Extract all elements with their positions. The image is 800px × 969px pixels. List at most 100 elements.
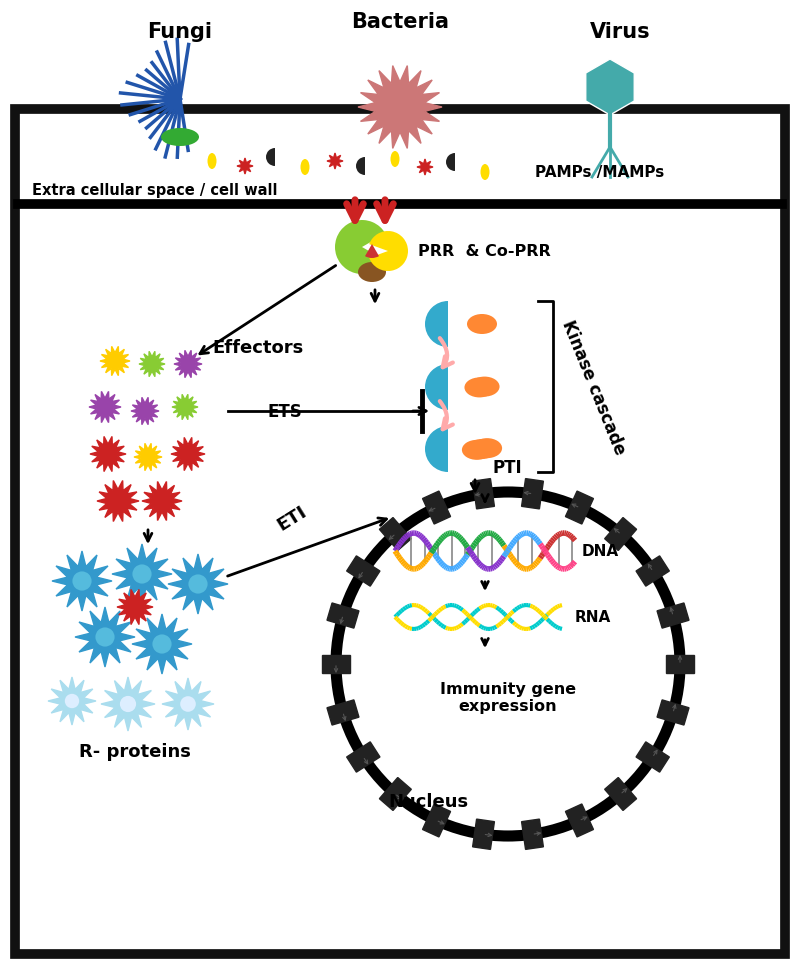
Polygon shape (566, 804, 594, 837)
Polygon shape (162, 678, 214, 731)
Ellipse shape (465, 378, 494, 398)
Circle shape (73, 572, 92, 591)
Polygon shape (346, 742, 380, 772)
Ellipse shape (207, 154, 217, 170)
Ellipse shape (467, 315, 497, 334)
Wedge shape (425, 364, 448, 411)
Polygon shape (171, 438, 205, 471)
Circle shape (180, 697, 196, 712)
Circle shape (98, 400, 112, 415)
Wedge shape (425, 426, 448, 473)
Circle shape (120, 696, 136, 712)
Wedge shape (266, 149, 275, 167)
Wedge shape (425, 301, 448, 348)
Polygon shape (134, 444, 162, 471)
Polygon shape (379, 518, 411, 551)
Polygon shape (358, 67, 442, 149)
Text: Immunity gene
expression: Immunity gene expression (440, 681, 576, 713)
Polygon shape (379, 778, 411, 811)
Circle shape (174, 691, 202, 718)
Polygon shape (142, 482, 182, 521)
Text: Nucleus: Nucleus (388, 793, 468, 810)
Text: Virus: Virus (590, 22, 650, 42)
Circle shape (108, 355, 122, 368)
Ellipse shape (301, 160, 310, 175)
Circle shape (138, 405, 151, 418)
Polygon shape (48, 677, 96, 725)
Polygon shape (131, 398, 159, 425)
Text: ETS: ETS (268, 402, 302, 421)
Polygon shape (636, 742, 670, 772)
Text: DNA: DNA (582, 544, 619, 559)
Text: PRR  & Co-PRR: PRR & Co-PRR (418, 244, 550, 260)
Polygon shape (90, 437, 126, 472)
Polygon shape (422, 491, 450, 524)
Circle shape (182, 569, 214, 600)
Text: RNA: RNA (575, 610, 611, 625)
Circle shape (142, 452, 154, 464)
Polygon shape (566, 491, 594, 524)
Ellipse shape (467, 440, 497, 459)
Polygon shape (327, 154, 343, 170)
Polygon shape (322, 655, 350, 673)
Polygon shape (101, 677, 155, 732)
Polygon shape (112, 545, 172, 605)
Circle shape (114, 690, 142, 718)
Ellipse shape (470, 377, 499, 397)
Circle shape (133, 565, 152, 584)
Polygon shape (75, 608, 135, 668)
Polygon shape (97, 481, 139, 522)
Polygon shape (657, 604, 689, 629)
Circle shape (152, 635, 172, 654)
Circle shape (100, 447, 116, 462)
Polygon shape (52, 551, 112, 611)
Ellipse shape (161, 129, 199, 147)
Circle shape (146, 629, 178, 660)
Polygon shape (117, 590, 153, 625)
Text: Fungi: Fungi (147, 22, 213, 42)
Polygon shape (422, 804, 450, 837)
Circle shape (182, 359, 194, 371)
Text: Extra cellular space / cell wall: Extra cellular space / cell wall (32, 183, 278, 198)
FancyBboxPatch shape (15, 109, 785, 954)
Polygon shape (473, 479, 494, 510)
Circle shape (66, 566, 98, 597)
Text: PAMPs /MAMPs: PAMPs /MAMPs (535, 166, 664, 180)
Polygon shape (636, 556, 670, 586)
Circle shape (95, 628, 114, 647)
Wedge shape (356, 158, 365, 175)
Circle shape (189, 575, 208, 594)
Polygon shape (168, 554, 228, 614)
Wedge shape (365, 245, 379, 259)
Ellipse shape (472, 439, 502, 458)
Polygon shape (100, 347, 130, 376)
Polygon shape (132, 614, 192, 674)
Circle shape (109, 492, 127, 511)
Circle shape (153, 492, 171, 511)
Polygon shape (473, 819, 494, 850)
Circle shape (146, 359, 158, 370)
Polygon shape (417, 160, 433, 175)
Text: Kinase cascade: Kinase cascade (558, 318, 629, 457)
Wedge shape (446, 154, 455, 172)
Polygon shape (666, 655, 694, 673)
Ellipse shape (481, 165, 490, 181)
Polygon shape (139, 352, 165, 377)
Text: Effectors: Effectors (212, 338, 303, 357)
Polygon shape (89, 392, 121, 423)
Text: R- proteins: R- proteins (79, 742, 191, 761)
Polygon shape (605, 778, 637, 811)
Ellipse shape (358, 263, 386, 283)
Polygon shape (605, 518, 637, 551)
Polygon shape (172, 395, 198, 421)
Polygon shape (346, 556, 380, 586)
Circle shape (90, 622, 121, 653)
Circle shape (179, 402, 191, 414)
Polygon shape (657, 701, 689, 725)
Ellipse shape (462, 440, 492, 460)
Polygon shape (522, 819, 543, 850)
Circle shape (126, 559, 158, 590)
Ellipse shape (390, 152, 399, 168)
Polygon shape (327, 604, 359, 629)
Polygon shape (522, 479, 543, 510)
